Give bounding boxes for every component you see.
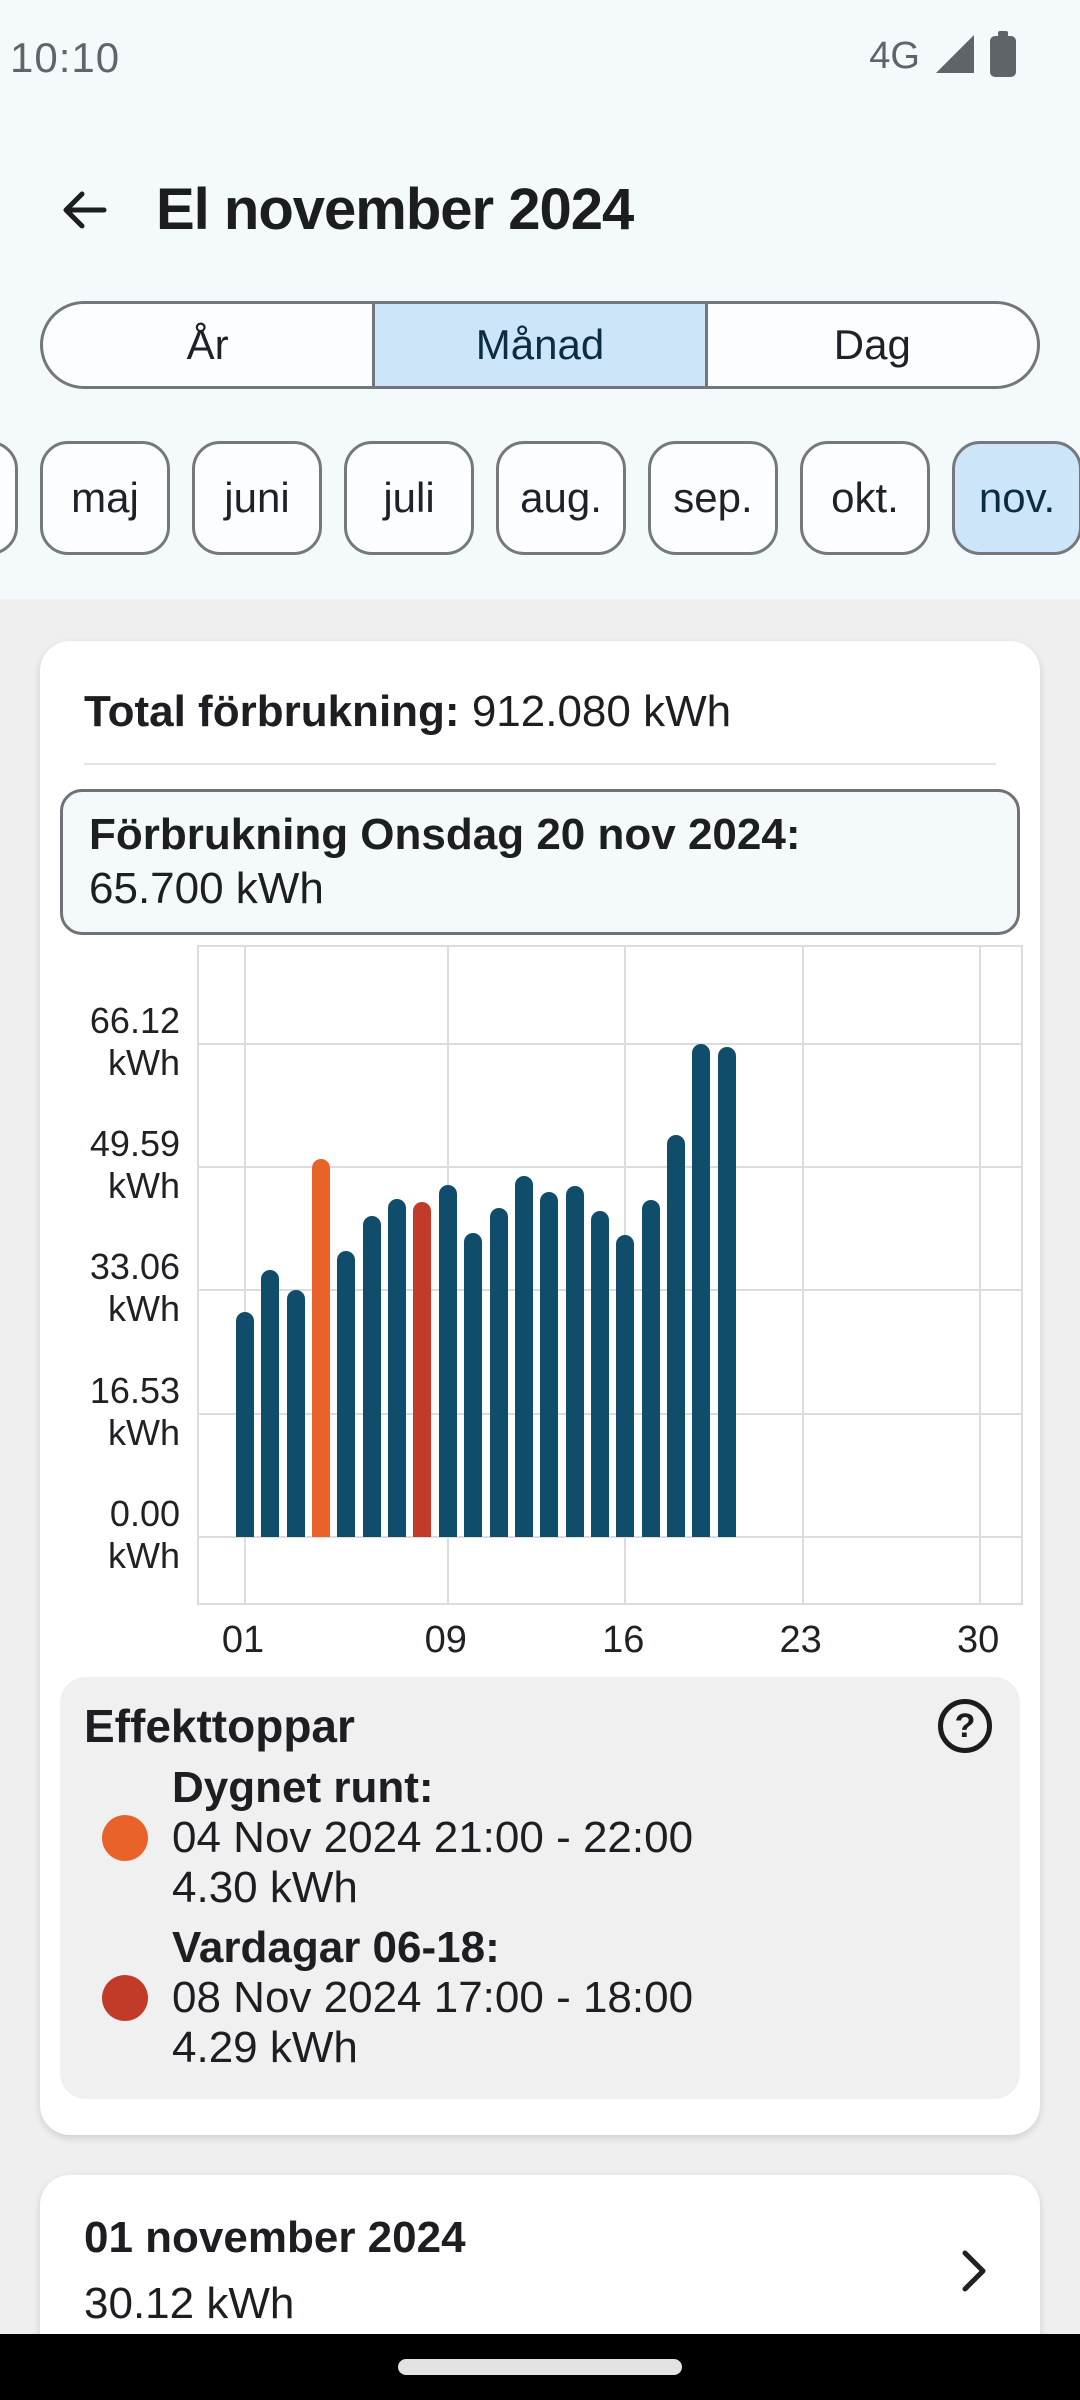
- chart-bar-day-19[interactable]: [692, 1043, 711, 1537]
- x-axis-tick-label: 09: [424, 1619, 467, 1661]
- gridline-horizontal: [199, 1289, 1021, 1292]
- gridline-horizontal: [199, 1536, 1021, 1538]
- red-peak-dot-icon: [102, 1975, 148, 2021]
- orange-peak-dot-icon: [102, 1815, 148, 1861]
- gridline-vertical: [979, 947, 982, 1603]
- y-axis-tick-label: 33.06 kWh: [89, 1246, 180, 1330]
- chart-bar-day-09[interactable]: [438, 1184, 457, 1537]
- month-chip-partial[interactable]: [0, 441, 18, 555]
- selected-day-value: 65.700 kWh: [89, 864, 324, 913]
- month-chip-sep[interactable]: sep.: [648, 441, 778, 555]
- peak-entry-around-clock: Dygnet runt: 04 Nov 2024 21:00 - 22:00 4…: [84, 1763, 992, 1913]
- battery-icon: [990, 31, 1016, 82]
- month-chip-okt[interactable]: okt.: [800, 441, 930, 555]
- chevron-right-icon[interactable]: [952, 2249, 996, 2293]
- x-axis-tick-label: 23: [779, 1619, 822, 1661]
- x-axis-tick-label: 16: [602, 1619, 645, 1661]
- chart-bar-day-08[interactable]: [413, 1202, 432, 1537]
- selected-day-info-box: Förbrukning Onsdag 20 nov 2024: 65.700 k…: [60, 789, 1020, 935]
- chart-bar-day-11[interactable]: [489, 1208, 508, 1537]
- chart-bar-day-15[interactable]: [590, 1211, 609, 1537]
- chart-bar-day-06[interactable]: [362, 1216, 381, 1537]
- chart-bar-day-12[interactable]: [514, 1175, 533, 1537]
- help-icon[interactable]: ?: [938, 1699, 992, 1753]
- chart-bar-day-03[interactable]: [286, 1290, 305, 1537]
- tab-year[interactable]: År: [186, 321, 229, 368]
- chart-bar-day-13[interactable]: [540, 1191, 559, 1537]
- chart-bar-day-18[interactable]: [666, 1134, 685, 1537]
- chart-plot-area: [197, 945, 1023, 1605]
- day-list-value: 30.12 kWh: [84, 2279, 295, 2328]
- chart-bar-day-01[interactable]: [236, 1312, 254, 1537]
- month-chip-aug[interactable]: aug.: [496, 441, 626, 555]
- month-chip-juni[interactable]: juni: [192, 441, 322, 555]
- chart-bar-day-02[interactable]: [261, 1269, 280, 1537]
- month-chip-nov[interactable]: nov.: [952, 441, 1080, 555]
- tab-day[interactable]: Dag: [704, 304, 1037, 386]
- selected-day-title: Förbrukning Onsdag 20 nov 2024:: [89, 810, 801, 859]
- y-axis-tick-label: 0.00 kWh: [108, 1493, 180, 1576]
- app-header: El november 2024: [0, 92, 1080, 243]
- month-chip-juli[interactable]: juli: [344, 441, 474, 555]
- chart-bar-day-05[interactable]: [337, 1251, 356, 1537]
- y-axis-tick-label: 16.53 kWh: [89, 1369, 180, 1453]
- chart-bar-day-17[interactable]: [641, 1199, 660, 1537]
- status-bar: 10:10 4G: [0, 0, 1080, 92]
- gridline-horizontal: [199, 1166, 1021, 1169]
- consumption-card: Total förbrukning: 912.080 kWh Förbrukni…: [40, 641, 1040, 2135]
- chart-bar-day-07[interactable]: [388, 1199, 407, 1537]
- total-consumption-row: Total förbrukning: 912.080 kWh: [40, 641, 1040, 737]
- peak-datetime: 08 Nov 2024 17:00 - 18:00: [172, 1973, 694, 2022]
- network-type-label: 4G: [869, 35, 920, 77]
- period-tabs: År Månad Dag: [40, 301, 1040, 389]
- peak-value: 4.29 kWh: [172, 2023, 358, 2072]
- chart-bar-day-20[interactable]: [717, 1046, 736, 1537]
- divider: [84, 763, 996, 765]
- chart-bar-day-14[interactable]: [565, 1185, 584, 1537]
- bar-chart: 66.12 kWh 49.59 kWh 33.06 kWh 16.53 kWh 0.00…: [40, 937, 1040, 1661]
- month-chip-maj[interactable]: maj: [40, 441, 170, 555]
- power-peaks-box: Effekttoppar ? Dygnet runt: 04 Nov 2024 …: [60, 1677, 1020, 2099]
- gridline-horizontal: [199, 1042, 1021, 1045]
- gridline-vertical: [801, 947, 804, 1603]
- top-section: 10:10 4G El november 2024 År Månad: [0, 0, 1080, 599]
- y-axis-tick-label: 66.12 kWh: [89, 999, 180, 1083]
- gridline-vertical: [244, 947, 246, 1603]
- arrow-left-icon: [63, 191, 107, 228]
- chart-bar-day-10[interactable]: [464, 1233, 483, 1537]
- day-list-date: 01 november 2024: [84, 2213, 466, 2262]
- peak-label: Vardagar 06-18:: [172, 1923, 500, 1972]
- total-consumption-value: 912.080 kWh: [471, 687, 732, 736]
- month-chip-row: maj juni juli aug. sep. okt. nov.: [0, 441, 1080, 555]
- total-consumption-label: Total förbrukning:: [84, 687, 460, 736]
- back-button[interactable]: [58, 184, 110, 236]
- y-axis-tick-label: 49.59 kWh: [89, 1123, 180, 1207]
- content-area: Total förbrukning: 912.080 kWh Förbrukni…: [0, 599, 1080, 2367]
- power-peaks-title: Effekttoppar: [84, 1700, 355, 1752]
- peak-datetime: 04 Nov 2024 21:00 - 22:00: [172, 1813, 694, 1862]
- chart-bar-day-04[interactable]: [312, 1158, 331, 1537]
- chart-bar-day-16[interactable]: [616, 1234, 635, 1537]
- page-title: El november 2024: [156, 177, 634, 242]
- status-icons: 4G: [869, 31, 1016, 82]
- x-axis-tick-label: 01: [221, 1619, 265, 1661]
- gridline-horizontal: [199, 1412, 1021, 1415]
- peak-entry-weekdays: Vardagar 06-18: 08 Nov 2024 17:00 - 18:0…: [84, 1923, 992, 2073]
- peak-value: 4.30 kWh: [172, 1863, 358, 1912]
- tab-month[interactable]: Månad: [372, 304, 705, 386]
- gesture-handle[interactable]: [398, 2359, 682, 2375]
- peak-label: Dygnet runt:: [172, 1763, 434, 1812]
- system-navigation-bar: [0, 2334, 1080, 2400]
- power-peaks-header: Effekttoppar ?: [84, 1699, 992, 1753]
- signal-strength-icon: [936, 35, 974, 78]
- x-axis-tick-label: 30: [957, 1619, 1000, 1661]
- status-clock: 10:10: [10, 34, 121, 81]
